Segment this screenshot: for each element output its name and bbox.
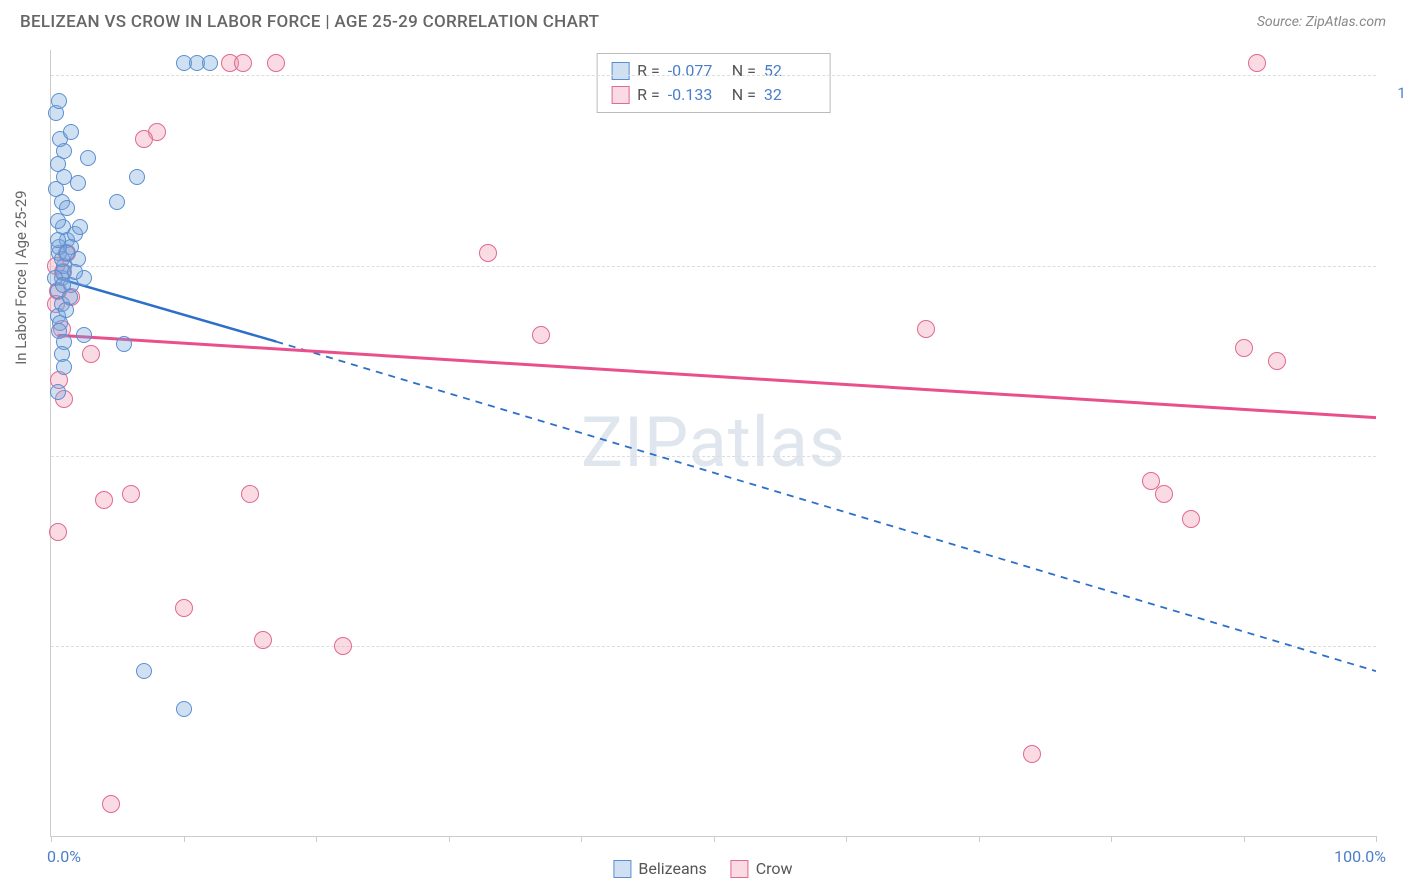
data-point-belizeans [59,200,75,216]
data-point-crow [254,631,272,649]
data-point-crow [175,599,193,617]
r-value-crow: -0.133 [668,83,720,107]
n-label: N = [728,83,756,107]
x-tick [51,836,52,842]
gridline [51,266,1376,267]
chart-title: BELIZEAN VS CROW IN LABOR FORCE | AGE 25… [20,12,599,32]
data-point-belizeans [109,194,125,210]
data-point-crow [234,54,252,72]
data-point-crow [532,326,550,344]
x-tick [1376,836,1377,842]
source-attribution: Source: ZipAtlas.com [1257,14,1386,30]
data-point-belizeans [67,264,83,280]
data-point-crow [95,491,113,509]
data-point-crow [135,130,153,148]
data-point-belizeans [176,701,192,717]
data-point-crow [82,345,100,363]
data-point-belizeans [129,169,145,185]
data-point-belizeans [51,93,67,109]
y-axis-title: In Labor Force | Age 25-29 [12,190,30,364]
data-point-belizeans [72,219,88,235]
x-tick [449,836,450,842]
swatch-belizeans [611,62,629,80]
legend-swatch-crow [731,860,749,878]
swatch-crow [611,86,629,104]
x-tick [316,836,317,842]
r-value-belizeans: -0.077 [668,59,720,83]
gridline [51,456,1376,457]
x-tick [581,836,582,842]
x-tick [979,836,980,842]
data-point-belizeans [50,384,66,400]
data-point-crow [241,485,259,503]
data-point-crow [122,485,140,503]
legend-swatch-belizeans [613,860,631,878]
data-point-crow [1248,54,1266,72]
legend-item-belizeans: Belizeans [613,859,706,878]
data-point-crow [1155,485,1173,503]
n-label: N = [728,59,756,83]
legend-label-crow: Crow [756,859,793,878]
data-point-crow [334,637,352,655]
n-value-belizeans: 52 [764,59,816,83]
data-point-crow [267,54,285,72]
watermark: ZIPatlas [581,402,846,484]
gridline [51,75,1376,76]
data-point-crow [1182,510,1200,528]
x-tick [1244,836,1245,842]
x-tick [714,836,715,842]
data-point-belizeans [50,232,66,248]
y-tick-label: 55.0% [1386,655,1406,673]
stats-row-belizeans: R = -0.077 N = 52 [611,59,816,83]
x-axis-max-label: 100.0% [1334,847,1386,866]
data-point-belizeans [202,55,218,71]
bottom-legend: Belizeans Crow [613,859,792,878]
y-tick-label: 85.0% [1386,275,1406,293]
y-tick-label: 100.0% [1386,84,1406,102]
correlation-chart: ZIPatlas In Labor Force | Age 25-29 R = … [50,50,1376,837]
data-point-crow [102,795,120,813]
data-point-belizeans [70,175,86,191]
data-point-crow [1235,339,1253,357]
n-value-crow: 32 [764,83,816,107]
legend-label-belizeans: Belizeans [638,859,706,878]
gridline [51,646,1376,647]
data-point-belizeans [55,277,71,293]
data-point-crow [917,320,935,338]
data-point-crow [1268,352,1286,370]
stats-row-crow: R = -0.133 N = 32 [611,83,816,107]
data-point-belizeans [136,663,152,679]
legend-item-crow: Crow [731,859,793,878]
data-point-crow [1023,745,1041,763]
y-tick-label: 70.0% [1386,465,1406,483]
data-point-belizeans [56,359,72,375]
x-tick [846,836,847,842]
data-point-crow [479,244,497,262]
data-point-belizeans [63,124,79,140]
data-point-belizeans [76,327,92,343]
trend-lines [51,50,1376,836]
data-point-belizeans [116,336,132,352]
x-tick [184,836,185,842]
r-label: R = [637,59,660,83]
r-label: R = [637,83,660,107]
x-axis-min-label: 0.0% [47,847,81,866]
data-point-crow [49,523,67,541]
x-tick [1111,836,1112,842]
data-point-belizeans [58,302,74,318]
data-point-belizeans [80,150,96,166]
stats-legend-box: R = -0.077 N = 52 R = -0.133 N = 32 [596,53,831,113]
